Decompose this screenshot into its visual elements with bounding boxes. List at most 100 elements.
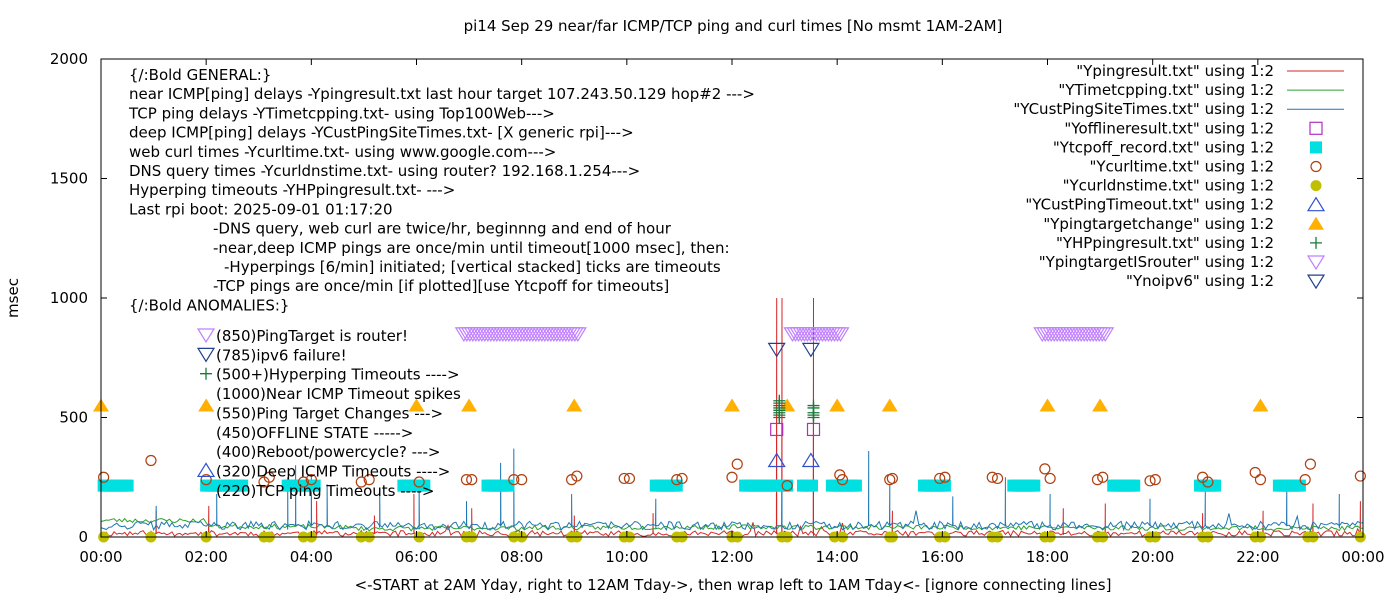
anomaly-label: (500+)Hyperping Timeouts ----> (216, 366, 460, 384)
series-2 (100, 448, 1363, 532)
legend-swatch (1310, 236, 1322, 249)
x-tick-label: 12:00 (710, 548, 753, 566)
series-point (297, 476, 310, 488)
x-tick-label: 20:00 (1131, 548, 1174, 566)
x-tick-label: 04:00 (290, 548, 333, 566)
note-line: near ICMP[ping] delays -Ypingresult.txt … (129, 85, 755, 103)
series-point (724, 398, 740, 412)
x-tick-label: 16:00 (921, 548, 964, 566)
series-point (991, 472, 1004, 485)
note-line: Last rpi boot: 2025-09-01 01:17:20 (129, 200, 393, 218)
series-9 (773, 394, 820, 424)
note-line: deep ICMP[ping] delays -YCustPingSiteTim… (129, 124, 634, 142)
series-point (1044, 472, 1056, 485)
series-point (363, 474, 375, 486)
series-point (1039, 463, 1051, 475)
x-axis-label: <-START at 2AM Yday, right to 12AM Tday-… (355, 576, 1112, 594)
y-tick-label: 1000 (50, 289, 88, 307)
series-point (1202, 476, 1214, 488)
series-point (781, 479, 794, 492)
note-line: Hyperping timeouts -YHPpingresult.txt- -… (129, 181, 455, 199)
anomaly-label: (785)ipv6 failure! (216, 346, 347, 364)
plot-frame (100, 58, 1364, 538)
anomaly-symbol (196, 462, 216, 478)
note-line: web curl times -Ycurltime.txt- using www… (129, 143, 556, 161)
anomaly-label: (400)Reboot/powercycle? ---> (216, 443, 440, 461)
note-line: DNS query times -Ycurldnstime.txt- using… (129, 162, 640, 180)
series-point (731, 458, 743, 470)
series-point (568, 327, 587, 342)
legend-swatch (1310, 141, 1322, 154)
series-point (461, 398, 478, 412)
anomalies-block: (850)PingTarget is router!(785)ipv6 fail… (196, 327, 461, 500)
series-line (100, 448, 1363, 532)
series-point (726, 471, 738, 483)
series-point (781, 480, 793, 492)
series-point (767, 452, 786, 468)
series-point (571, 470, 583, 482)
series-point (516, 474, 528, 486)
y-tick-label: 0 (78, 528, 88, 546)
series-point (770, 422, 784, 437)
series-point (805, 479, 818, 492)
series-5 (98, 454, 1366, 492)
chart-title: pi14 Sep 29 near/far ICMP/TCP ping and c… (464, 17, 1003, 35)
note-line: -TCP pings are once/min [if plotted][use… (213, 277, 669, 295)
series-4 (97, 479, 1306, 492)
legend-label: "YHPpingresult.txt" using 1:2 (1056, 234, 1274, 252)
series-point (566, 398, 583, 412)
legend-label: "Ynoipv6" using 1:2 (1126, 272, 1274, 290)
anomaly-label: (550)Ping Target Changes ---> (216, 404, 443, 422)
series-point (121, 479, 134, 492)
series-point (1144, 475, 1156, 487)
series-point (938, 479, 951, 492)
legend-label: "Yofflineresult.txt" using 1:2 (1064, 119, 1274, 137)
series-point (263, 471, 275, 483)
anomaly-label: (1000)Near ICMP Timeout spikes (216, 385, 461, 403)
anomaly-label: (450)OFFLINE STATE -----> (216, 424, 413, 442)
legend-swatch (1308, 216, 1324, 230)
series-point (801, 452, 820, 468)
x-tick-label: 18:00 (1026, 548, 1069, 566)
series-7 (767, 452, 820, 468)
y-tick-label: 500 (59, 409, 88, 427)
legend-label: "Ycurltime.txt" using 1:2 (1089, 158, 1274, 176)
y-axis-label: msec (4, 278, 22, 318)
x-tick-label: 02:00 (185, 548, 228, 566)
series-point (1028, 479, 1041, 492)
series-point (773, 394, 786, 407)
series-point (676, 472, 688, 485)
series-3 (770, 422, 821, 437)
legend-label: "YpingtargetISrouter" using 1:2 (1039, 253, 1274, 271)
series-point (98, 471, 110, 483)
series-point (1097, 471, 1109, 483)
series-point (1293, 479, 1306, 492)
series-point (618, 472, 630, 485)
legend-swatch (1306, 274, 1326, 290)
anomaly-symbol (200, 367, 212, 380)
series-point (807, 399, 820, 412)
series-point (671, 474, 683, 486)
y-tick-label: 1500 (50, 170, 88, 188)
x-tick-label: 06:00 (395, 548, 438, 566)
series-point (1304, 458, 1317, 470)
legend-swatch (1310, 180, 1322, 192)
x-tick-label: 10:00 (605, 548, 648, 566)
series-point (1249, 466, 1261, 479)
series-point (408, 398, 425, 412)
series-point (836, 474, 849, 486)
legend-swatch (1309, 121, 1323, 135)
note-line: TCP ping delays -YTimetcpping.txt- using… (128, 104, 555, 122)
series-point (1091, 474, 1104, 486)
legend-label: "YTimetcpping.txt" using 1:2 (1058, 81, 1274, 99)
series-point (1128, 479, 1141, 492)
series-point (1096, 327, 1115, 342)
legend-swatch (1306, 255, 1326, 271)
legend-swatch (1306, 196, 1326, 212)
x-tick-label: 00:00 (79, 548, 122, 566)
anomaly-symbol (196, 347, 216, 363)
note-line: -near,deep ICMP pings are once/min until… (213, 239, 730, 257)
legend-label: "Ycurldnstime.txt" using 1:2 (1063, 177, 1274, 195)
series-point (849, 479, 862, 492)
